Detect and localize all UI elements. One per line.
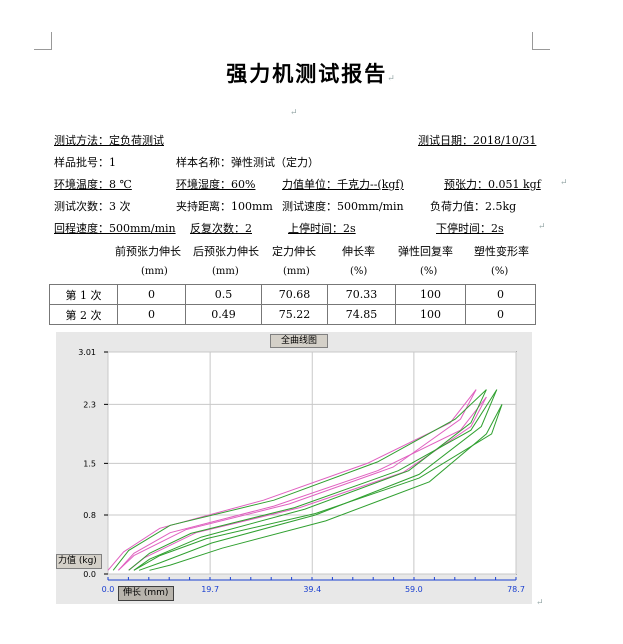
table-cell: 0.5 (185, 284, 262, 305)
y-tick-label: 3.01 (78, 348, 96, 357)
table-cell: 0.49 (185, 304, 262, 325)
env-humidity: 环境湿度：60% (176, 178, 256, 191)
table-cell: 75.22 (261, 304, 328, 325)
x-tick-label: 19.7 (201, 585, 219, 594)
env-temperature: 环境温度：8 ℃ (54, 178, 132, 191)
column-unit: (mm) (141, 266, 168, 277)
curve-load-1 (107, 389, 477, 571)
x-tick-label: 59.0 (405, 585, 423, 594)
x-tick-label: 0.0 (102, 585, 115, 594)
full-curve-chart: 0.0 19.7 39.4 59.0 78.7 0.0 0.8 1.5 2.3 3.01 全曲线图… (56, 332, 532, 604)
curve-load-5 (133, 404, 503, 571)
table-cell: 0 (117, 284, 186, 305)
test-speed: 测试速度：500mm/min (282, 200, 404, 213)
return-speed: 回程速度：500mm/min (54, 222, 176, 235)
x-axis-label: 伸长 (mm) (118, 586, 174, 601)
paragraph-mark: ↵ (536, 598, 544, 608)
paragraph-mark: ↵ (290, 108, 298, 118)
table-cell: 100 (395, 284, 466, 305)
y-tick-label: 0.8 (83, 511, 96, 520)
curve-unload-1 (118, 389, 477, 571)
table-cell: 0 (117, 304, 186, 325)
table-cell: 74.85 (327, 304, 396, 325)
y-tick-label: 0.0 (83, 570, 96, 579)
force-unit: 力值单位：千克力--(kgf) (282, 178, 404, 191)
lower-stop-time: 下停时间：2s (436, 222, 504, 235)
row-label: 第 1 次 (49, 284, 118, 305)
test-method: 测试方法：定负荷测试 (54, 134, 164, 147)
chart-svg: 0.0 19.7 39.4 59.0 78.7 0.0 0.8 1.5 2.3 3.01 (78, 348, 525, 594)
curve-load-4 (128, 389, 498, 571)
curve-unload-5 (149, 404, 503, 571)
table-row: 第 1 次 0 0.5 70.68 70.33 100 0 (49, 284, 536, 305)
curve-load-3 (112, 389, 487, 571)
x-tick-label: 39.4 (303, 585, 321, 594)
column-header: 伸长率 (342, 245, 375, 258)
y-tick-label: 1.5 (83, 459, 96, 468)
column-header: 后预张力伸长 (193, 245, 259, 258)
sample-name: 样本名称：弹性测试（定力） (176, 156, 319, 169)
y-tick-label: 2.3 (83, 400, 96, 409)
test-count: 测试次数：3 次 (54, 200, 131, 213)
report-title: 强力机测试报告↵ (226, 61, 397, 86)
column-unit: (%) (491, 266, 509, 277)
repeat-count: 反复次数：2 (190, 222, 252, 235)
column-unit: (mm) (212, 266, 239, 277)
test-date: 测试日期：2018/10/31 (418, 134, 537, 147)
curve-unload-3 (133, 389, 487, 571)
page-corner-mark (532, 32, 550, 50)
results-table: 第 1 次 0 0.5 70.68 70.33 100 0 第 2 次 0 0.… (49, 284, 536, 325)
column-header: 塑性变形率 (474, 245, 529, 258)
row-label: 第 2 次 (49, 304, 118, 325)
batch-number: 样品批号：1 (54, 156, 116, 169)
column-header: 定力伸长 (272, 245, 316, 258)
y-axis-label: 力值 (kg) (56, 554, 102, 569)
table-cell: 100 (395, 304, 466, 325)
table-cell: 70.68 (261, 284, 328, 305)
clamp-distance: 夹持距离：100mm (176, 200, 273, 213)
x-tick-label: 78.7 (507, 585, 525, 594)
column-unit: (%) (350, 266, 368, 277)
pretension: 预张力：0.051 kgf (444, 178, 541, 191)
column-header: 前预张力伸长 (115, 245, 181, 258)
load-force: 负荷力值：2.5kg (430, 200, 517, 213)
page-corner-mark (34, 32, 52, 50)
upper-stop-time: 上停时间：2s (288, 222, 356, 235)
table-cell: 0 (465, 304, 536, 325)
column-unit: (%) (420, 266, 438, 277)
table-cell: 0 (465, 284, 536, 305)
column-unit: (mm) (283, 266, 310, 277)
curve-unload-4 (138, 389, 498, 571)
table-row: 第 2 次 0 0.49 75.22 74.85 100 0 (49, 304, 536, 325)
paragraph-mark: ↵ (560, 178, 568, 188)
table-cell: 70.33 (327, 284, 396, 305)
paragraph-mark: ↵ (538, 222, 546, 232)
column-header: 弹性回复率 (398, 245, 453, 258)
chart-title: 全曲线图 (270, 334, 328, 348)
